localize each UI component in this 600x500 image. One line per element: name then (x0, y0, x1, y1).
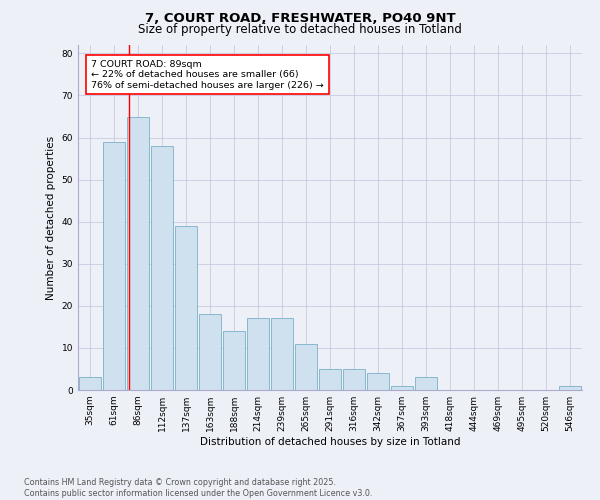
Bar (295, 344, 317, 390)
Bar (151, 146, 173, 390)
Bar (415, 378, 437, 390)
Bar (319, 369, 341, 390)
Bar (175, 226, 197, 390)
Y-axis label: Number of detached properties: Number of detached properties (46, 136, 56, 300)
Bar (223, 331, 245, 390)
Bar (271, 318, 293, 390)
Bar (199, 314, 221, 390)
Bar (247, 318, 269, 390)
Text: Size of property relative to detached houses in Totland: Size of property relative to detached ho… (138, 22, 462, 36)
X-axis label: Distribution of detached houses by size in Totland: Distribution of detached houses by size … (200, 437, 460, 447)
Bar (559, 386, 581, 390)
Text: 7 COURT ROAD: 89sqm
← 22% of detached houses are smaller (66)
76% of semi-detach: 7 COURT ROAD: 89sqm ← 22% of detached ho… (91, 60, 324, 90)
Bar (79, 378, 101, 390)
Text: Contains HM Land Registry data © Crown copyright and database right 2025.
Contai: Contains HM Land Registry data © Crown c… (24, 478, 373, 498)
Bar (367, 373, 389, 390)
Bar (391, 386, 413, 390)
Bar (343, 369, 365, 390)
Text: 7, COURT ROAD, FRESHWATER, PO40 9NT: 7, COURT ROAD, FRESHWATER, PO40 9NT (145, 12, 455, 26)
Bar (103, 142, 125, 390)
Bar (127, 116, 149, 390)
